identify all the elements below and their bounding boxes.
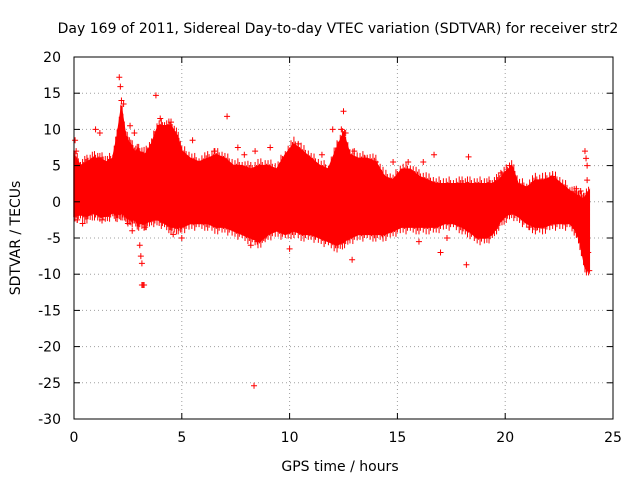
data-point xyxy=(79,220,86,227)
data-point xyxy=(137,253,144,260)
y-tick-label: -30 xyxy=(38,412,61,428)
data-point xyxy=(338,126,345,133)
data-point xyxy=(252,148,259,155)
y-tick-label: -15 xyxy=(38,303,61,319)
data-point xyxy=(463,261,470,268)
data-point xyxy=(96,130,103,137)
y-tick-label: 5 xyxy=(52,159,61,175)
data-point xyxy=(329,126,336,133)
chart-title: Day 169 of 2011, Sidereal Day-to-day VTE… xyxy=(58,21,619,37)
data-point xyxy=(390,158,397,165)
data-point xyxy=(117,83,124,90)
data-point xyxy=(157,115,164,122)
data-point xyxy=(465,153,472,160)
y-tick-label: -5 xyxy=(47,231,61,247)
y-tick-label: -10 xyxy=(38,267,61,283)
data-point xyxy=(351,148,358,155)
data-point xyxy=(318,151,325,158)
data-point xyxy=(92,126,99,133)
x-tick-label: 20 xyxy=(496,430,514,446)
data-point xyxy=(431,151,438,158)
y-tick-label: -20 xyxy=(38,340,61,356)
data-point xyxy=(138,260,145,267)
data-point xyxy=(72,137,79,144)
data-point xyxy=(251,382,258,389)
x-tick-labels: 0 5 10 15 20 25 xyxy=(70,430,622,446)
data-point xyxy=(267,144,274,151)
data-point xyxy=(142,224,149,231)
data-point xyxy=(437,249,444,256)
x-tick-label: 25 xyxy=(604,430,622,446)
data-point xyxy=(525,224,532,231)
axis-ticks xyxy=(73,56,614,420)
data-point xyxy=(170,231,177,238)
data-point xyxy=(586,267,593,274)
data-point xyxy=(405,158,412,165)
data-point xyxy=(584,162,591,169)
data-point xyxy=(168,119,175,126)
data-point xyxy=(573,185,580,192)
data-point xyxy=(118,97,125,104)
data-point xyxy=(585,249,592,256)
data-point xyxy=(581,148,588,155)
data-point xyxy=(254,238,261,245)
data-point xyxy=(260,235,267,241)
data-point xyxy=(234,144,241,151)
y-tick-label: 0 xyxy=(52,195,61,211)
data-point xyxy=(534,224,541,231)
data-point xyxy=(152,92,159,99)
data-point xyxy=(141,282,148,289)
data-point xyxy=(286,245,293,252)
y-axis-label: SDTVAR / TECUs xyxy=(8,181,24,296)
data-point xyxy=(549,173,556,180)
data-point xyxy=(241,151,248,158)
x-tick-label: 5 xyxy=(177,430,186,446)
data-point xyxy=(136,242,143,249)
data-point xyxy=(340,108,347,115)
data-point xyxy=(379,231,386,238)
data-point xyxy=(247,242,254,249)
data-point xyxy=(189,137,196,144)
y-tick-labels: 20 15 10 5 0 -5 -10 -15 -20 -25 -30 xyxy=(38,50,61,428)
data-layer xyxy=(72,74,593,389)
data-point xyxy=(584,177,591,184)
data-point xyxy=(127,122,134,129)
data-point xyxy=(506,162,513,169)
x-tick-label: 15 xyxy=(388,430,406,446)
data-point xyxy=(131,130,138,137)
y-tick-label: -25 xyxy=(38,376,61,392)
data-point xyxy=(74,216,81,223)
x-axis-label: GPS time / hours xyxy=(281,459,398,475)
data-point xyxy=(497,169,504,176)
y-tick-label: 15 xyxy=(43,86,61,102)
data-point xyxy=(583,155,590,162)
data-point xyxy=(342,130,349,137)
y-tick-label: 10 xyxy=(43,122,61,138)
data-point xyxy=(224,113,231,120)
data-point xyxy=(372,158,379,165)
data-point xyxy=(415,238,422,245)
data-point xyxy=(120,101,127,108)
data-point xyxy=(211,148,218,155)
data-point xyxy=(443,235,450,241)
data-point xyxy=(178,235,185,241)
x-tick-label: 0 xyxy=(70,430,79,446)
data-point xyxy=(116,74,123,81)
data-point xyxy=(362,155,369,162)
data-point xyxy=(577,187,584,194)
y-tick-label: 20 xyxy=(43,50,61,66)
data-point xyxy=(420,158,427,165)
data-point xyxy=(295,140,302,147)
data-point xyxy=(129,227,136,234)
data-point xyxy=(124,220,131,227)
x-tick-label: 10 xyxy=(281,430,299,446)
data-point xyxy=(99,216,106,223)
data-point xyxy=(349,256,356,263)
